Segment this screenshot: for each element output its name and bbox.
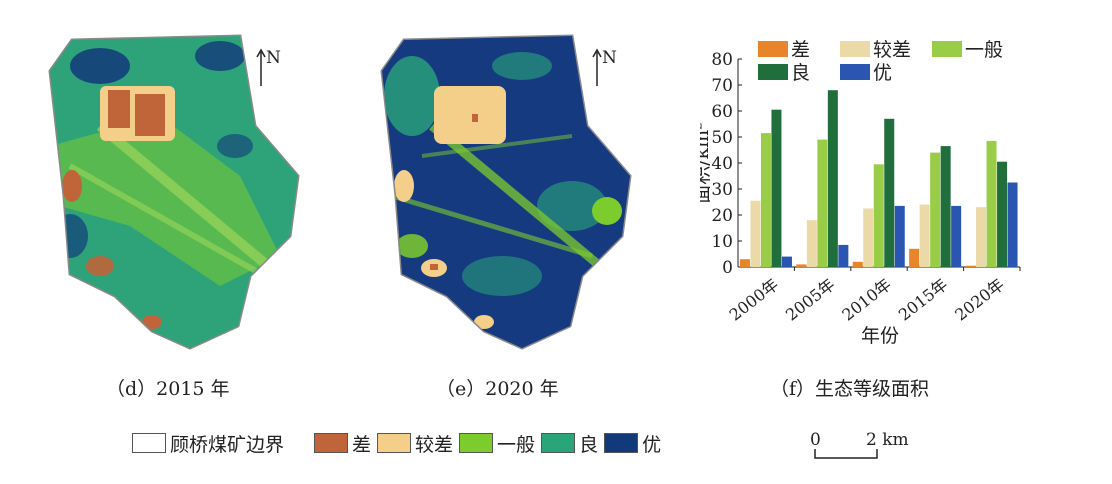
legend-label: 差 [352, 433, 372, 456]
north-label-2020: N [602, 48, 617, 68]
legend-swatch [377, 433, 412, 453]
y-tick-label: 50 [711, 128, 733, 148]
bar-3-4 [951, 205, 962, 267]
y-tick-label: 20 [711, 206, 733, 226]
legend-item-4: 优 [604, 430, 661, 457]
chart-legend-swatch-2 [932, 41, 962, 57]
map-2015 [48, 34, 300, 350]
map-2020 [380, 34, 632, 350]
scale-value-label: 2 km [866, 430, 909, 450]
x-axis-title: 年份 [861, 325, 899, 347]
chart-legend-swatch-1 [840, 41, 870, 57]
legend-label: 良 [579, 433, 599, 456]
bar-3-3 [940, 146, 951, 267]
chart-legend-label-2: 一般 [965, 39, 1003, 61]
scale-zero-label: 0 [810, 430, 821, 450]
scale-bar: 0 2 km [810, 430, 910, 460]
caption-2015: （d）2015 年 [106, 378, 230, 400]
bar-4-4 [1007, 182, 1018, 267]
bar-2-1 [863, 208, 874, 267]
chart-legend-swatch-0 [758, 41, 788, 57]
scale-bar-line [814, 449, 878, 459]
legend-label: 优 [642, 433, 662, 456]
legend-swatch [541, 433, 576, 453]
north-arrow-icon [256, 48, 266, 86]
legend-swatch [459, 433, 494, 453]
bar-1-0 [796, 264, 807, 267]
bar-4-0 [965, 265, 976, 267]
y-tick-label: 60 [711, 102, 733, 122]
bar-1-4 [838, 244, 849, 267]
bar-2-0 [852, 261, 863, 267]
bar-0-0 [739, 259, 750, 267]
chart-legend-label-1: 较差 [873, 39, 911, 61]
legend-label: 一般 [497, 433, 536, 456]
bar-1-3 [827, 90, 838, 267]
chart-legend-label-3: 良 [791, 62, 810, 84]
y-axis-title: 面积/km² [700, 122, 713, 204]
legend-label-boundary: 顾桥煤矿边界 [170, 433, 285, 456]
y-tick-label: 30 [711, 180, 733, 200]
caption-2020: （e）2020 年 [436, 378, 559, 400]
chart-legend-label-0: 差 [791, 39, 810, 61]
x-tick-label: 2000年 [726, 275, 782, 325]
bar-0-2 [760, 133, 771, 267]
bar-1-2 [817, 139, 828, 267]
legend-item-0: 差 [314, 430, 371, 457]
caption-chart: （f）生态等级面积 [770, 378, 930, 400]
bar-4-3 [997, 161, 1008, 267]
x-tick-label: 2010年 [838, 275, 894, 325]
legend-swatch [314, 433, 349, 453]
bar-3-0 [909, 248, 920, 267]
chart-legend-label-4: 优 [873, 62, 892, 84]
bar-1-1 [806, 220, 817, 267]
bar-2-3 [884, 118, 895, 267]
x-tick-label: 2005年 [782, 275, 838, 325]
y-tick-label: 10 [711, 232, 733, 252]
y-tick-label: 70 [711, 76, 733, 96]
y-tick-label: 40 [711, 154, 733, 174]
bar-3-2 [930, 152, 941, 267]
chart-legend-swatch-3 [758, 64, 788, 80]
legend-label: 较差 [415, 433, 454, 456]
y-tick-label: 0 [722, 258, 733, 278]
legend-item-boundary: 顾桥煤矿边界 [132, 430, 284, 457]
bar-0-4 [781, 256, 792, 267]
bar-4-1 [976, 207, 987, 267]
legend-item-3: 良 [541, 430, 598, 457]
chart-legend-swatch-4 [840, 64, 870, 80]
north-arrow-2015: N [256, 48, 281, 88]
map-legend: 顾桥煤矿边界 差 较差 一般 良 优 [132, 430, 667, 456]
legend-item-2: 一般 [459, 430, 535, 457]
bar-0-3 [771, 109, 782, 267]
bar-0-1 [750, 200, 761, 267]
bar-2-2 [873, 164, 884, 267]
bar-3-1 [919, 204, 930, 267]
y-tick-label: 80 [711, 50, 733, 70]
legend-item-1: 较差 [377, 430, 453, 457]
north-arrow-icon [592, 48, 602, 86]
bar-4-2 [986, 140, 997, 267]
legend-swatch [604, 433, 639, 453]
x-tick-label: 2015年 [895, 275, 951, 325]
north-label-2015: N [266, 48, 281, 68]
bar-2-4 [894, 205, 905, 267]
legend-swatch-boundary [132, 433, 166, 453]
north-arrow-2020: N [592, 48, 617, 88]
x-tick-label: 2020年 [951, 275, 1007, 325]
